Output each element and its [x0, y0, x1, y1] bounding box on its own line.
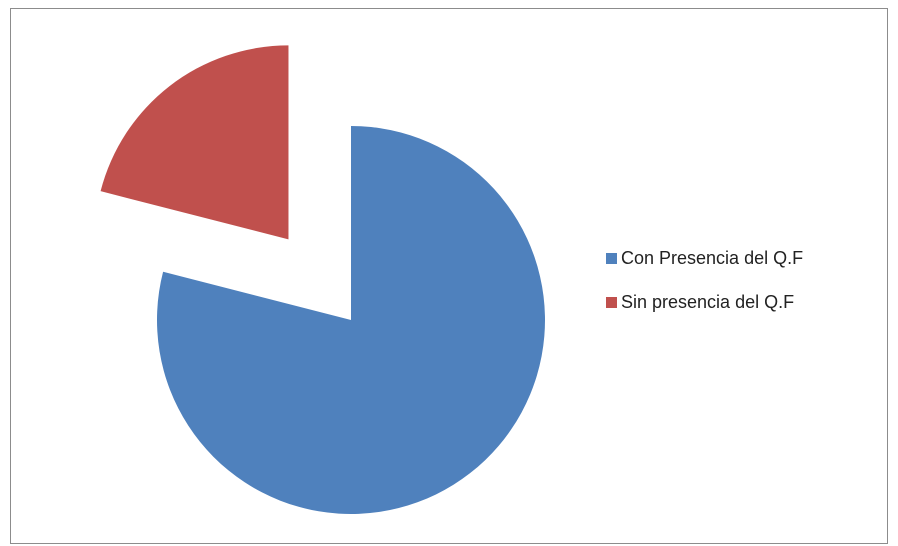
legend-label-con-presencia: Con Presencia del Q.F — [621, 247, 804, 268]
legend-item-sin-presencia: Sin presencia del Q.F — [606, 290, 803, 314]
legend: Con Presencia del Q.F Sin presencia del … — [606, 246, 803, 334]
legend-swatch-sin-presencia — [606, 296, 617, 308]
legend-label-sin-presencia: Sin presencia del Q.F — [621, 291, 795, 312]
pie-slice-con-presencia — [156, 126, 546, 515]
pie-slice-sin-presencia — [100, 45, 289, 240]
legend-swatch-con-presencia — [606, 252, 617, 264]
legend-item-con-presencia: Con Presencia del Q.F — [606, 246, 803, 270]
